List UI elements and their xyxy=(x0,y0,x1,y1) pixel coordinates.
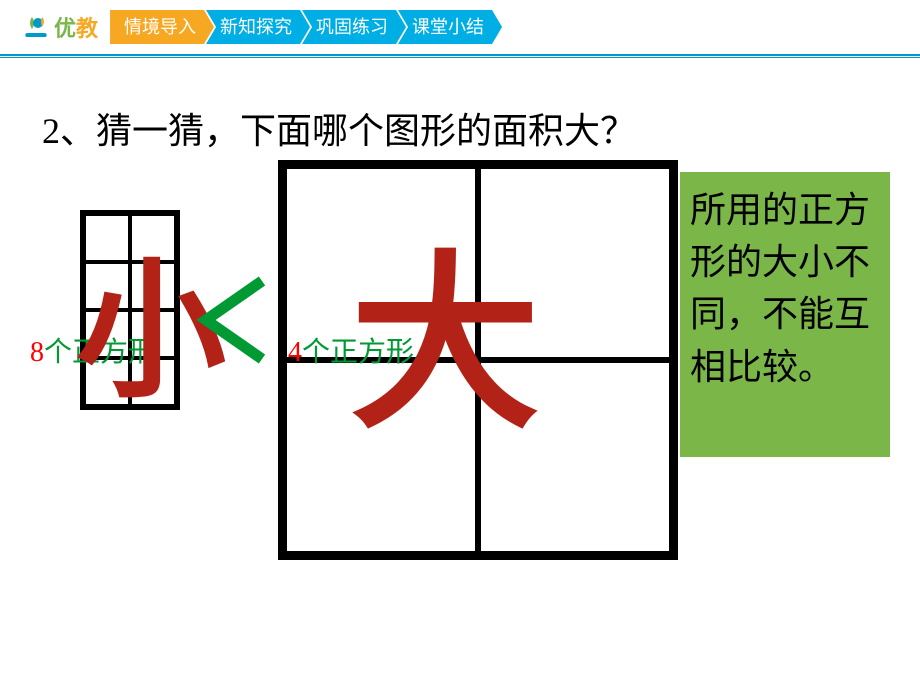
label-large-count: 4 xyxy=(288,337,302,368)
char-da: 大 xyxy=(350,190,540,465)
note-box: 所用的正方形的大小不同，不能互相比较。 xyxy=(680,172,890,457)
nav-item-0[interactable]: 情境导入 xyxy=(110,10,214,44)
nav: 情境导入 新知探究 巩固练习 课堂小结 xyxy=(110,0,502,54)
logo: 优教 xyxy=(22,11,98,43)
label-small-count: 8 xyxy=(30,337,44,368)
header-bar: 优教 情境导入 新知探究 巩固练习 课堂小结 xyxy=(0,0,920,56)
nav-item-2[interactable]: 巩固练习 xyxy=(302,10,406,44)
logo-icon xyxy=(22,13,50,41)
logo-text-you: 优 xyxy=(54,16,76,41)
question-text: 2、猜一猜，下面哪个图形的面积大？ xyxy=(42,102,636,154)
nav-item-3[interactable]: 课堂小结 xyxy=(398,10,502,44)
nav-item-1[interactable]: 新知探究 xyxy=(206,10,310,44)
greater-than-icon xyxy=(196,275,270,365)
content-area: 8个正方形 4个正方形 小 大 所用的正方形的大小不同，不能互相比较。 xyxy=(0,160,920,580)
logo-text: 优教 xyxy=(54,11,98,43)
logo-text-jiao: 教 xyxy=(76,16,98,41)
